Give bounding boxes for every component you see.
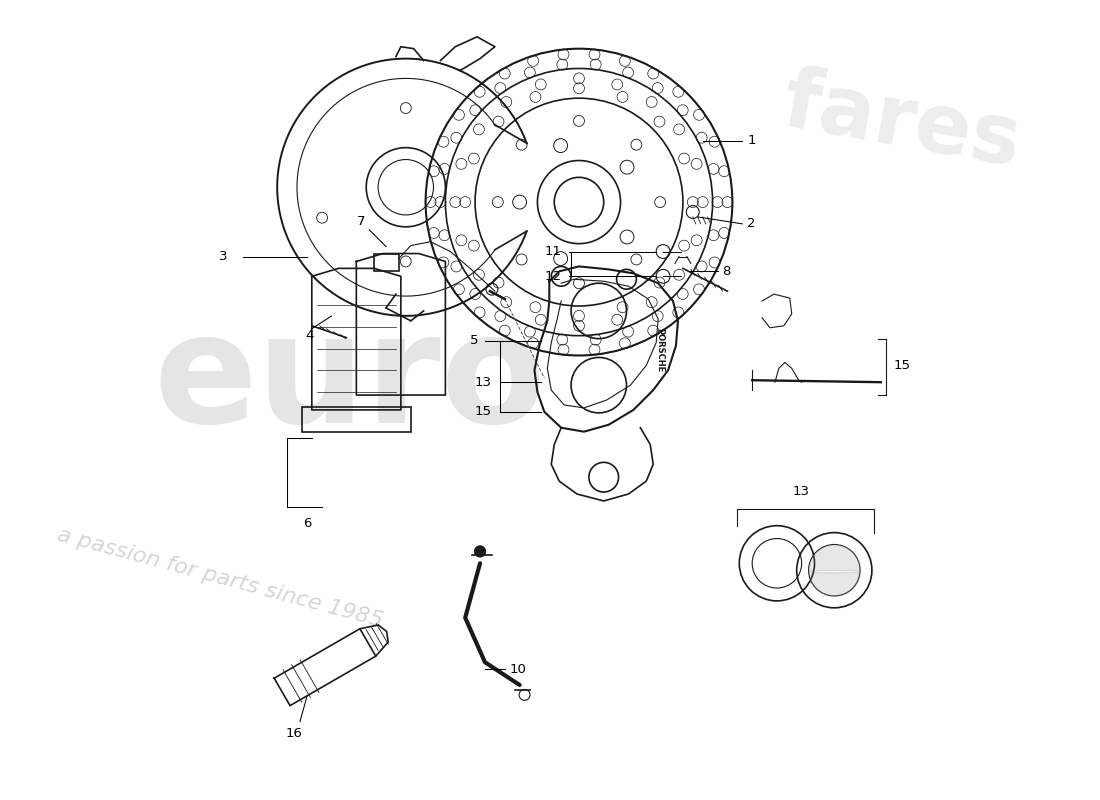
Bar	[301, 407, 410, 432]
Text: 11: 11	[544, 245, 561, 258]
Text: 8: 8	[723, 265, 730, 278]
Text: 7: 7	[358, 215, 365, 228]
Text: 15: 15	[475, 406, 492, 418]
Text: 13: 13	[792, 485, 810, 498]
Text: a passion for parts since 1985: a passion for parts since 1985	[55, 525, 385, 631]
Text: 12: 12	[544, 270, 561, 283]
Text: euro: euro	[154, 306, 547, 454]
Text: fares: fares	[777, 62, 1027, 184]
Text: 5: 5	[470, 334, 478, 347]
Text: 2: 2	[747, 218, 756, 230]
Text: 1: 1	[747, 134, 756, 147]
Circle shape	[474, 546, 485, 557]
Text: 4: 4	[306, 329, 313, 342]
Text: 13: 13	[475, 376, 492, 389]
Text: 3: 3	[219, 250, 228, 263]
Text: 10: 10	[509, 662, 527, 676]
Text: PORSCHE: PORSCHE	[656, 328, 664, 373]
Text: 16: 16	[286, 727, 302, 740]
Text: 15: 15	[893, 359, 911, 372]
Bar	[374, 254, 399, 271]
Text: 6: 6	[302, 517, 311, 530]
